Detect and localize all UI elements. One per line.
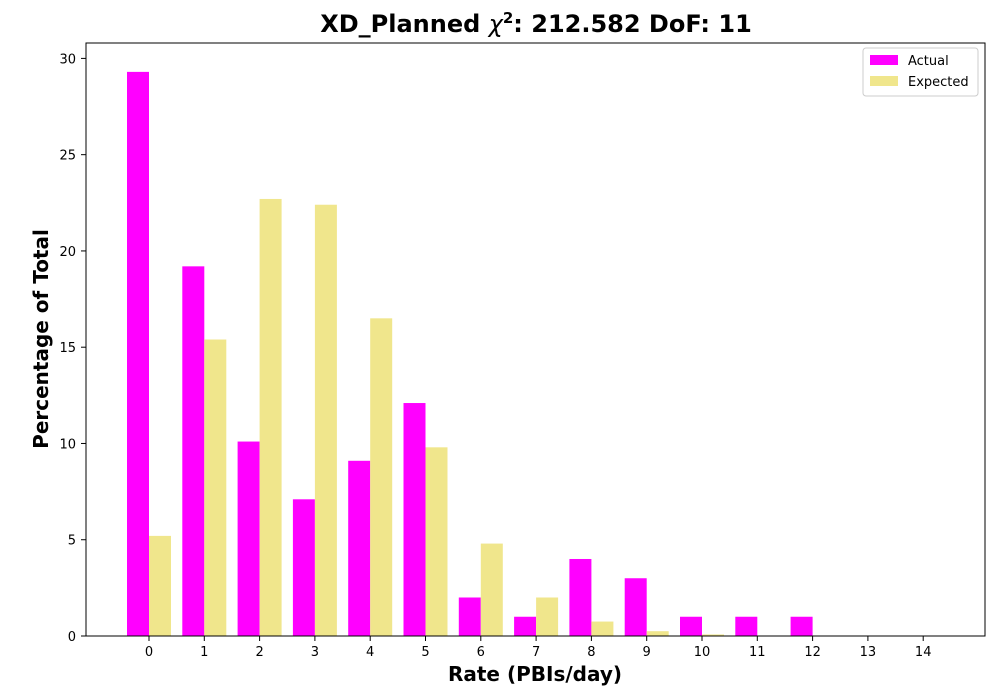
chart-title-rest: : 212.582 DoF: 11	[513, 10, 751, 38]
x-tick-label-9: 9	[643, 645, 651, 660]
x-tick-label-3: 3	[311, 645, 319, 660]
chart-title-chi: χ	[487, 10, 504, 38]
x-axis-label: Rate (PBIs/day)	[448, 662, 622, 686]
x-tick-label-10: 10	[694, 645, 711, 660]
bar-expected-3	[315, 205, 337, 636]
bar-actual-2	[238, 442, 260, 636]
x-tick-label-11: 11	[749, 645, 766, 660]
chart-title-chi-sup: 2	[503, 9, 513, 27]
x-tick-label-14: 14	[915, 645, 932, 660]
chart-title: XD_Planned χ2: 212.582 DoF: 11	[320, 9, 752, 38]
bar-expected-2	[260, 199, 282, 636]
bar-actual-8	[569, 559, 591, 636]
bar-actual-4	[348, 461, 370, 636]
x-tick-label-2: 2	[255, 645, 263, 660]
bar-actual-6	[459, 597, 481, 636]
bar-expected-6	[481, 544, 503, 636]
bar-actual-1	[182, 266, 204, 636]
x-tick-label-1: 1	[200, 645, 208, 660]
bar-actual-7	[514, 617, 536, 636]
x-tick-label-5: 5	[421, 645, 429, 660]
x-tick-label-12: 12	[804, 645, 821, 660]
x-tick-label-0: 0	[145, 645, 153, 660]
bar-expected-5	[426, 447, 448, 636]
bar-expected-0	[149, 536, 171, 636]
x-tick-label-8: 8	[587, 645, 595, 660]
legend-swatch-actual	[870, 55, 898, 65]
bar-expected-8	[591, 622, 613, 636]
legend: Actual Expected	[863, 48, 978, 96]
legend-swatch-expected	[870, 76, 898, 86]
y-tick-label-25: 25	[59, 149, 76, 164]
bar-actual-9	[625, 578, 647, 636]
bar-actual-11	[735, 617, 757, 636]
legend-label-actual: Actual	[908, 54, 949, 69]
y-tick-label-0: 0	[68, 630, 76, 645]
bar-actual-12	[791, 617, 813, 636]
y-tick-label-15: 15	[59, 341, 76, 356]
x-tick-label-13: 13	[860, 645, 877, 660]
bar-actual-3	[293, 499, 315, 636]
chart-title-main: XD_Planned	[320, 10, 488, 38]
bars-layer	[127, 72, 945, 636]
bar-expected-1	[204, 340, 226, 637]
y-tick-label-10: 10	[59, 437, 76, 452]
y-axis-label: Percentage of Total	[29, 229, 53, 449]
legend-label-expected: Expected	[908, 75, 969, 90]
x-tick-label-6: 6	[477, 645, 485, 660]
y-tick-label-5: 5	[68, 534, 76, 549]
x-tick-label-4: 4	[366, 645, 374, 660]
y-tick-label-20: 20	[59, 245, 76, 260]
bar-expected-9	[647, 631, 669, 636]
bar-expected-4	[370, 318, 392, 636]
bar-actual-10	[680, 617, 702, 636]
bar-actual-0	[127, 72, 149, 636]
x-tick-label-7: 7	[532, 645, 540, 660]
y-tick-label-30: 30	[59, 52, 76, 67]
bar-actual-5	[404, 403, 426, 636]
bar-expected-7	[536, 597, 558, 636]
